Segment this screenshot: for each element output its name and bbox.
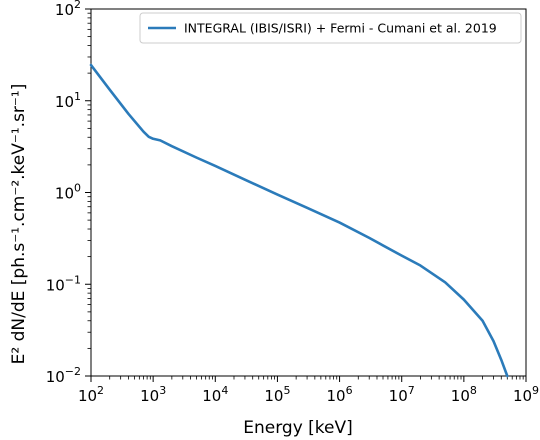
y-tick-label: 100	[55, 182, 81, 203]
x-tick-label: 109	[513, 384, 539, 405]
y-tick-base: 10	[55, 93, 74, 111]
x-tick-exponent: 8	[470, 384, 477, 397]
x-tick-exponent: 3	[159, 384, 166, 397]
y-tick-base: 10	[46, 368, 65, 386]
x-tick-base: 10	[389, 387, 408, 405]
y-tick-base: 10	[55, 185, 74, 203]
y-axis-label: E² dN/dE [ph.s⁻¹.cm⁻².keV⁻¹.sr⁻¹]	[9, 84, 29, 365]
x-tick-label: 105	[264, 384, 290, 405]
y-tick-label: 10−2	[46, 365, 81, 386]
x-tick-base: 10	[327, 387, 346, 405]
x-tick-exponent: 5	[283, 384, 290, 397]
x-tick-base: 10	[264, 387, 283, 405]
legend-entry-label: INTEGRAL (IBIS/ISRI) + Fermi - Cumani et…	[184, 21, 497, 36]
legend-box	[139, 12, 522, 44]
y-tick-exponent: 0	[74, 182, 81, 195]
y-tick-label: 10−1	[46, 273, 81, 294]
x-tick-label: 102	[78, 384, 104, 405]
x-tick-label: 108	[451, 384, 477, 405]
y-tick-exponent: 1	[74, 90, 81, 103]
y-tick-exponent: 2	[74, 0, 81, 11]
x-tick-base: 10	[78, 387, 97, 405]
x-axis-label: Energy [keV]	[243, 418, 353, 438]
y-tick-base: 10	[46, 276, 65, 294]
x-tick-label: 104	[202, 384, 228, 405]
plot-frame	[90, 8, 527, 377]
y-tick-exponent: −1	[65, 273, 81, 286]
series-layer	[89, 63, 509, 378]
legend: INTEGRAL (IBIS/ISRI) + Fermi - Cumani et…	[139, 12, 522, 44]
x-tick-base: 10	[451, 387, 470, 405]
x-tick-label: 106	[327, 384, 353, 405]
series-line	[89, 63, 509, 378]
x-tick-base: 10	[202, 387, 221, 405]
y-tick-label: 102	[55, 0, 81, 19]
x-tick-label: 107	[389, 384, 415, 405]
x-tick-label: 103	[140, 384, 166, 405]
x-tick-labels: 102 103 104 105 106 107 108 109	[78, 384, 539, 405]
y-tick-exponent: −2	[65, 365, 81, 378]
x-tick-exponent: 4	[221, 384, 228, 397]
x-tick-exponent: 9	[532, 384, 539, 397]
x-tick-base: 10	[513, 387, 532, 405]
y-tick-base: 10	[55, 1, 74, 19]
x-tick-exponent: 6	[346, 384, 353, 397]
y-tick-label: 101	[55, 90, 81, 111]
x-tick-base: 10	[140, 387, 159, 405]
x-tick-exponent: 2	[97, 384, 104, 397]
tick-marks	[85, 8, 527, 382]
x-tick-exponent: 7	[408, 384, 415, 397]
